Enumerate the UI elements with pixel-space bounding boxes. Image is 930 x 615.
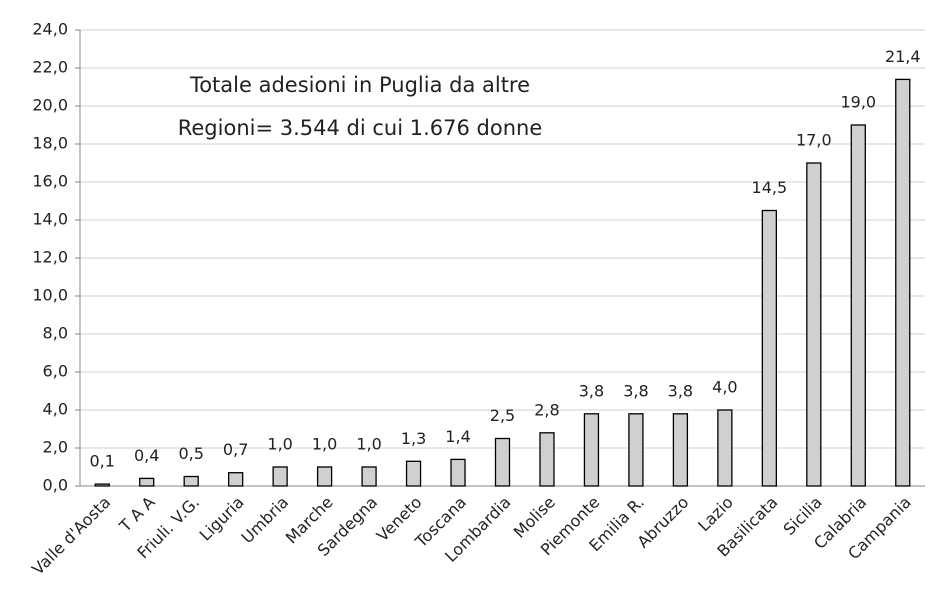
value-label: 1,0: [356, 435, 381, 454]
y-tick-label: 18,0: [32, 134, 68, 153]
y-tick-label: 16,0: [32, 172, 68, 191]
bar: [316, 466, 333, 487]
value-label: 0,1: [90, 452, 115, 471]
value-label: 1,4: [445, 427, 470, 446]
value-label: 3,8: [668, 381, 693, 400]
bar: [583, 413, 600, 487]
value-label: 3,8: [579, 381, 604, 400]
value-label: 0,4: [134, 446, 159, 465]
bar: [672, 413, 689, 487]
x-tick-label: Valle d'Aosta: [28, 493, 114, 579]
bar: [628, 413, 644, 487]
bar: [405, 460, 422, 487]
x-tick-label: Umbria: [237, 493, 292, 548]
y-tick-label: 22,0: [32, 58, 68, 77]
value-label: 19,0: [840, 93, 876, 112]
y-tick-label: 4,0: [43, 400, 68, 419]
y-tick-label: 6,0: [43, 362, 68, 381]
bar: [850, 124, 866, 487]
y-tick-label: 10,0: [32, 286, 68, 305]
annotation: Totale adesioni in Puglia da altre: [189, 73, 530, 97]
bar: [361, 466, 377, 487]
y-tick-label: 14,0: [32, 210, 68, 229]
bar: [494, 437, 511, 487]
value-label: 0,7: [223, 440, 248, 459]
bar: [272, 466, 288, 487]
bar: [761, 209, 777, 487]
value-label: 14,5: [752, 178, 788, 197]
value-label: 21,4: [885, 47, 921, 66]
bar: [717, 409, 733, 487]
bar: [539, 432, 555, 487]
value-label: 1,0: [312, 435, 337, 454]
bar: [806, 162, 822, 487]
bar: [139, 477, 155, 487]
bar: [183, 475, 199, 487]
y-tick-label: 24,0: [32, 20, 68, 39]
value-label: 1,3: [401, 429, 426, 448]
value-label: 0,5: [178, 444, 203, 463]
value-label: 17,0: [796, 131, 832, 150]
value-label: 2,5: [490, 406, 515, 425]
y-tick-label: 20,0: [32, 96, 68, 115]
value-label: 3,8: [623, 381, 648, 400]
y-tick-label: 12,0: [32, 248, 68, 267]
value-label: 4,0: [712, 378, 737, 397]
bar: [450, 458, 466, 487]
annotation: Regioni= 3.544 di cui 1.676 donne: [178, 116, 543, 140]
y-tick-label: 2,0: [43, 438, 68, 457]
bar: [94, 483, 110, 487]
y-tick-label: 0,0: [43, 476, 68, 495]
y-tick-label: 8,0: [43, 324, 68, 343]
value-label: 1,0: [267, 435, 292, 454]
value-label: 2,8: [534, 400, 559, 419]
bar: [228, 472, 244, 487]
bar: [895, 78, 911, 487]
